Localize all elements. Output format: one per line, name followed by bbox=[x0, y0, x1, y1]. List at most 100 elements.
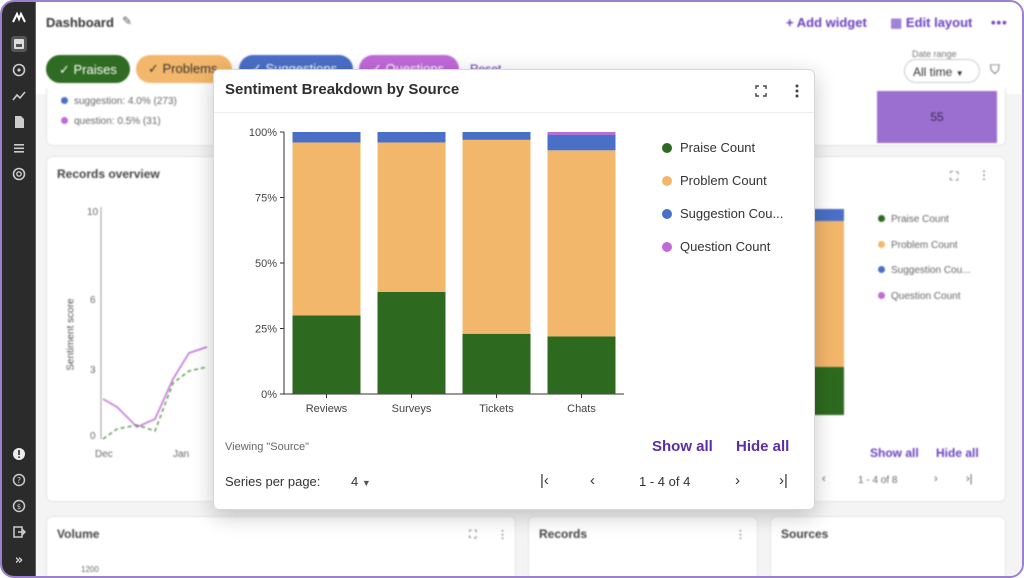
edit-title-icon[interactable]: ✎ bbox=[122, 14, 133, 28]
legend-item-question: question: 0.5% (31) bbox=[61, 116, 161, 127]
show-all-link[interactable]: Show all bbox=[870, 446, 919, 460]
dashboard-icon[interactable] bbox=[11, 36, 27, 52]
list-icon[interactable] bbox=[11, 140, 27, 156]
hide-all-link[interactable]: Hide all bbox=[936, 446, 979, 460]
bar-segment-problem-count bbox=[462, 139, 531, 334]
next-page-icon[interactable]: › bbox=[934, 473, 938, 485]
trends-icon[interactable] bbox=[11, 88, 27, 104]
info-icon[interactable] bbox=[11, 446, 27, 462]
check-icon: ✓ bbox=[148, 61, 163, 76]
document-icon[interactable] bbox=[11, 114, 27, 130]
chip-praises[interactable]: ✓ Praises bbox=[46, 55, 130, 83]
legend-item-problem[interactable]: Problem Count bbox=[662, 173, 767, 188]
legend-item-praise[interactable]: Praise Count bbox=[662, 140, 755, 155]
bar-segment-praise-count bbox=[292, 315, 361, 394]
dollar-icon[interactable]: $ bbox=[11, 498, 27, 514]
check-icon: ✓ bbox=[371, 61, 386, 76]
more-vert-icon[interactable]: ⋮ bbox=[497, 529, 508, 541]
app-logo-icon[interactable] bbox=[11, 10, 27, 26]
bar-segment-suggestion-count bbox=[547, 134, 616, 151]
svg-text:$: $ bbox=[17, 503, 21, 511]
card-title: Records bbox=[539, 527, 588, 541]
legend-item: Suggestion Cou... bbox=[878, 265, 971, 276]
card-title: Volume bbox=[57, 527, 100, 541]
y-tick-label: 25% bbox=[255, 324, 277, 336]
hide-all-button[interactable]: Hide all bbox=[736, 438, 790, 455]
y-tick: 10 bbox=[87, 207, 99, 218]
add-widget-button[interactable]: + Add widget bbox=[786, 15, 867, 30]
check-icon: ✓ bbox=[251, 61, 266, 76]
more-options-icon[interactable]: ••• bbox=[991, 15, 1008, 30]
x-tick: Jan bbox=[173, 449, 190, 460]
logout-icon[interactable] bbox=[11, 524, 27, 540]
legend-dot bbox=[662, 143, 672, 153]
bar-segment-problem-count bbox=[547, 150, 616, 337]
chevron-down-icon: ▼ bbox=[955, 69, 964, 78]
first-page-icon[interactable]: |‹ bbox=[540, 472, 549, 489]
prev-page-icon[interactable]: ‹ bbox=[590, 472, 595, 489]
card-title: Records overview bbox=[57, 167, 160, 181]
next-page-icon[interactable]: › bbox=[735, 472, 740, 489]
y-tick-label: 100% bbox=[249, 127, 277, 139]
y-tick-label: 50% bbox=[255, 258, 277, 270]
more-vert-icon[interactable] bbox=[788, 82, 806, 100]
filter-icon[interactable]: ⛉ bbox=[990, 62, 1000, 77]
x-tick: Dec bbox=[95, 449, 113, 460]
legend-item-question[interactable]: Question Count bbox=[662, 239, 770, 254]
chart-dialog: Sentiment Breakdown by Source 0% 25% 50% 75… bbox=[213, 69, 815, 510]
divider bbox=[214, 112, 814, 113]
page-info: 1 - 4 of 8 bbox=[858, 475, 898, 486]
bar-segment-problem-count bbox=[292, 142, 361, 316]
y-axis-label: Sentiment score bbox=[65, 298, 77, 371]
bg-bar-bottom bbox=[814, 367, 844, 415]
last-page-icon[interactable]: ›| bbox=[966, 473, 973, 485]
sentiment-line-chart bbox=[100, 207, 208, 440]
target-icon[interactable] bbox=[11, 166, 27, 182]
more-vert-icon[interactable]: ⋮ bbox=[735, 529, 746, 541]
x-tick-label: Surveys bbox=[392, 403, 432, 415]
series-per-page-select[interactable]: 4 ▼ bbox=[351, 474, 371, 489]
show-all-button[interactable]: Show all bbox=[652, 438, 713, 455]
legend-item-suggestion[interactable]: Suggestion Cou... bbox=[662, 206, 783, 221]
y-tick: 6 bbox=[90, 295, 96, 306]
svg-text:?: ? bbox=[17, 476, 21, 485]
volume-card: Volume ⛶ ⋮ 1200 bbox=[46, 516, 516, 576]
edit-layout-button[interactable]: ▦ Edit layout bbox=[890, 15, 973, 30]
plus-icon: + bbox=[786, 15, 794, 30]
x-tick-label: Reviews bbox=[306, 403, 348, 415]
bar-segment-praise-count bbox=[547, 336, 616, 394]
date-range-select[interactable]: All time ▼ bbox=[904, 59, 980, 83]
bg-bar-top bbox=[814, 209, 844, 221]
bar-segment-suggestion-count bbox=[377, 132, 446, 143]
breakdown-card-bg: ⛶ ⋮ Praise Count Problem Count Suggestio… bbox=[814, 156, 1006, 502]
bar-segment-suggestion-count bbox=[292, 132, 361, 143]
y-tick-label: 75% bbox=[255, 193, 277, 205]
legend-item: Question Count bbox=[878, 291, 961, 302]
viewing-label: Viewing "Source" bbox=[225, 441, 310, 453]
expand-icon[interactable]: ⛶ bbox=[469, 529, 477, 541]
bar-segment-problem-count bbox=[377, 142, 446, 292]
card-title: Sources bbox=[781, 527, 829, 541]
bar-segment-praise-count bbox=[462, 333, 531, 394]
x-tick-label: Chats bbox=[567, 403, 596, 415]
more-vert-icon[interactable]: ⋮ bbox=[978, 168, 990, 182]
expand-sidebar-icon[interactable]: » bbox=[14, 552, 24, 568]
last-page-icon[interactable]: ›| bbox=[779, 472, 788, 489]
legend-dot bbox=[61, 117, 68, 124]
expand-icon[interactable]: ⛶ bbox=[950, 169, 959, 183]
records-card: Records ⋮ bbox=[528, 516, 758, 576]
sidebar: ? $ » bbox=[2, 2, 36, 576]
legend-item: Praise Count bbox=[878, 214, 949, 225]
y-tick: 0 bbox=[90, 431, 96, 442]
y-tick: 3 bbox=[90, 365, 96, 376]
help-icon[interactable]: ? bbox=[11, 472, 27, 488]
stacked-bar-chart: 0% 25% 50% 75% 100% Reviews Surveys Tickets Chat… bbox=[249, 127, 624, 415]
prev-page-icon[interactable]: ‹ bbox=[822, 473, 826, 485]
top-bar: Dashboard ✎ + Add widget ▦ Edit layout •… bbox=[36, 2, 1022, 44]
legend-dot bbox=[61, 97, 68, 104]
legend-dot bbox=[662, 242, 672, 252]
expand-icon[interactable] bbox=[752, 82, 770, 100]
explore-icon[interactable] bbox=[11, 62, 27, 78]
page-info: 1 - 4 of 4 bbox=[639, 474, 691, 489]
